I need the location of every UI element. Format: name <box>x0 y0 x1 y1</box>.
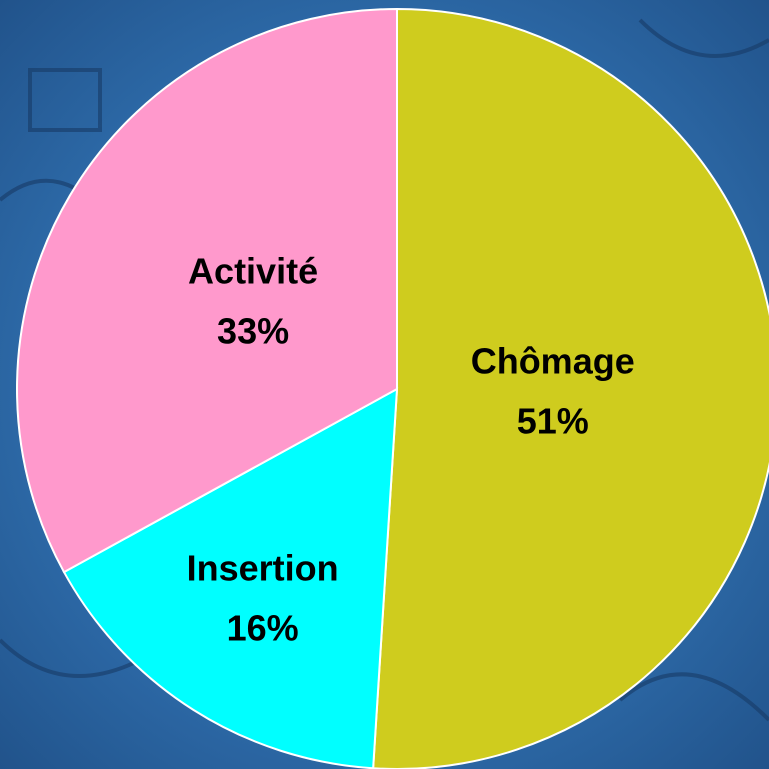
slice-label: Activité <box>188 250 318 291</box>
slice-label: Insertion <box>187 547 339 588</box>
value-label: 33% <box>217 310 289 351</box>
value-label: 16% <box>227 607 299 648</box>
chart: Chômage 51% Insertion 16% Activité 33% <box>0 0 769 769</box>
pie: Chômage 51% Insertion 16% Activité 33% <box>17 9 769 769</box>
slice-label: Chômage <box>471 340 635 381</box>
value-label: 51% <box>517 400 589 441</box>
page: Chômage51%Insertion16%Activité33% (() =>… <box>0 0 769 769</box>
